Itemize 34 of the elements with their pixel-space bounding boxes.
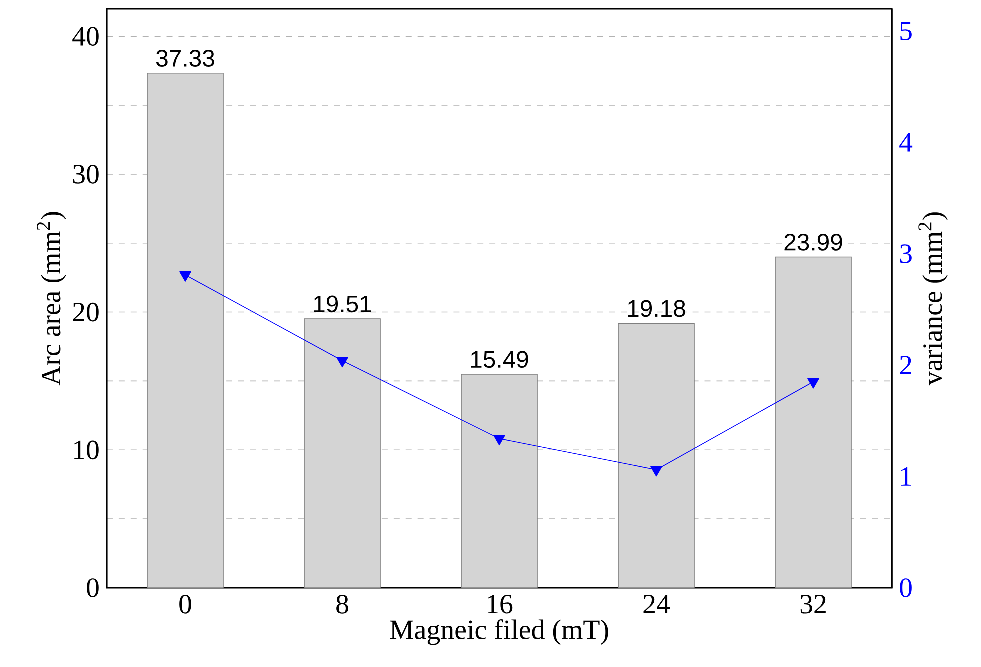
bar bbox=[304, 318, 381, 588]
point bbox=[180, 272, 192, 282]
point bbox=[336, 357, 348, 368]
bar bbox=[461, 374, 538, 588]
data-label: 37.33 bbox=[156, 50, 214, 67]
x-tick-label: 0 bbox=[180, 595, 192, 614]
y-tick-label: 20 bbox=[73, 302, 99, 322]
y-axis-title: Arc area (mm$^{2}$) bbox=[37, 212, 66, 386]
data-label: 15.49 bbox=[471, 351, 528, 368]
y2-tick-label: 0 bbox=[900, 578, 912, 598]
x-tick-label: 16 bbox=[488, 595, 513, 614]
y-tick-label: 10 bbox=[74, 440, 99, 460]
y2-tick-label: 4 bbox=[900, 133, 913, 152]
point bbox=[808, 378, 820, 389]
point bbox=[650, 466, 662, 477]
y2-tick-label: 2 bbox=[900, 356, 912, 375]
y2-tick-label: 5 bbox=[900, 22, 912, 41]
y-tick-label: 0 bbox=[87, 578, 99, 598]
x-tick-label: 32 bbox=[800, 595, 826, 614]
x-tick-label: 8 bbox=[336, 595, 348, 614]
bar bbox=[618, 323, 695, 588]
x-axis-title: Magneic filed (mT) bbox=[390, 620, 608, 646]
y2-tick-label: 1 bbox=[901, 467, 912, 486]
data-label: 19.18 bbox=[628, 300, 686, 318]
y2-axis-title: variance (mm$^{2}$) bbox=[918, 212, 948, 386]
y2-tick-label: 3 bbox=[900, 244, 912, 264]
y-tick-label: 30 bbox=[73, 165, 99, 184]
point bbox=[494, 435, 506, 446]
data-label: 23.99 bbox=[784, 234, 842, 251]
bar bbox=[775, 256, 852, 588]
data-label: 19.51 bbox=[314, 296, 372, 313]
y-tick-label: 40 bbox=[72, 27, 99, 46]
bar bbox=[147, 72, 224, 588]
x-tick-label: 24 bbox=[644, 595, 670, 614]
